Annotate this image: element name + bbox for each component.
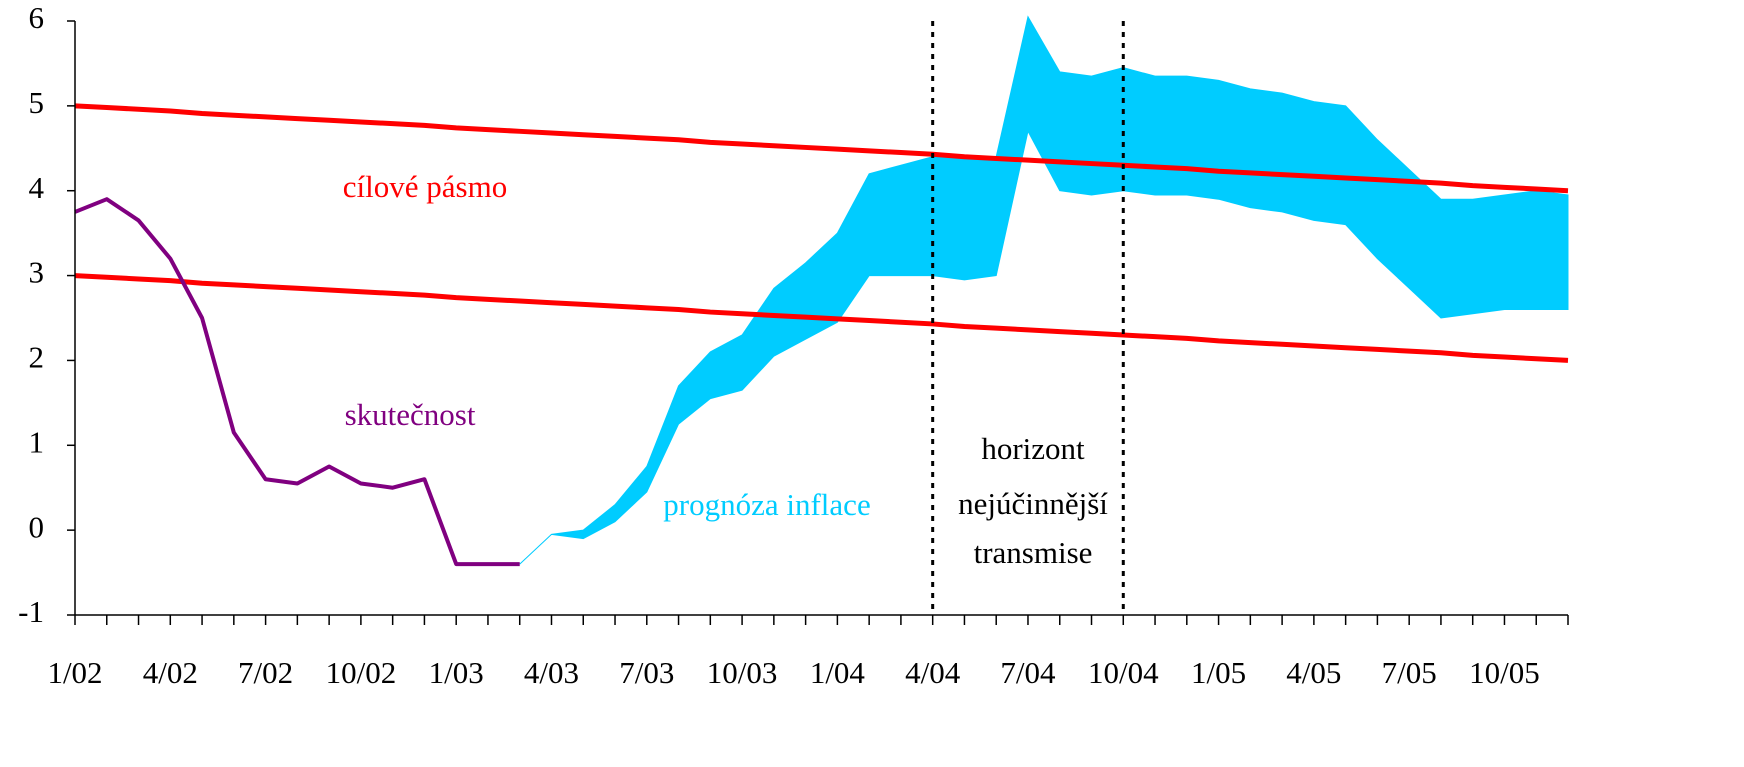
- x-tick-label: 10/04: [1088, 655, 1159, 690]
- x-tick-label: 10/02: [326, 655, 397, 690]
- y-tick-label: 6: [29, 0, 45, 35]
- y-tick-label: 0: [29, 509, 45, 544]
- x-tick-label: 7/02: [238, 655, 293, 690]
- y-tick-label: 3: [29, 255, 45, 290]
- y-tick-label: 5: [29, 85, 45, 120]
- annotation: horizont: [981, 431, 1085, 466]
- y-tick-label: 4: [29, 170, 45, 205]
- x-tick-label: 7/03: [619, 655, 674, 690]
- x-tick-label: 1/05: [1191, 655, 1246, 690]
- line: [74, 197, 520, 567]
- x-tick-label: 10/03: [707, 655, 778, 690]
- x-tick-label: 4/02: [143, 655, 198, 690]
- x-tick-label: 1/04: [810, 655, 866, 690]
- x-tick-label: 4/03: [524, 655, 579, 690]
- y-tick-label: -1: [18, 594, 44, 629]
- annotation: transmise: [974, 535, 1093, 570]
- x-tick-label: 4/04: [905, 655, 961, 690]
- annotation: cílové pásmo: [343, 169, 507, 204]
- x-tick-label: 10/05: [1469, 655, 1540, 690]
- line: [74, 103, 1569, 194]
- x-tick-label: 7/05: [1382, 655, 1437, 690]
- y-tick-label: 1: [29, 424, 45, 459]
- forecast-band: [519, 15, 1569, 565]
- annotation: prognóza inflace: [663, 487, 870, 522]
- line: [74, 273, 1569, 363]
- x-tick-label: 7/04: [1000, 655, 1056, 690]
- x-tick-label: 4/05: [1286, 655, 1341, 690]
- annotation: nejúčinnější: [958, 486, 1108, 521]
- x-tick-label: 1/02: [47, 655, 102, 690]
- y-tick-label: 2: [29, 340, 45, 375]
- x-tick-label: 1/03: [429, 655, 484, 690]
- annotation: skutečnost: [345, 397, 476, 432]
